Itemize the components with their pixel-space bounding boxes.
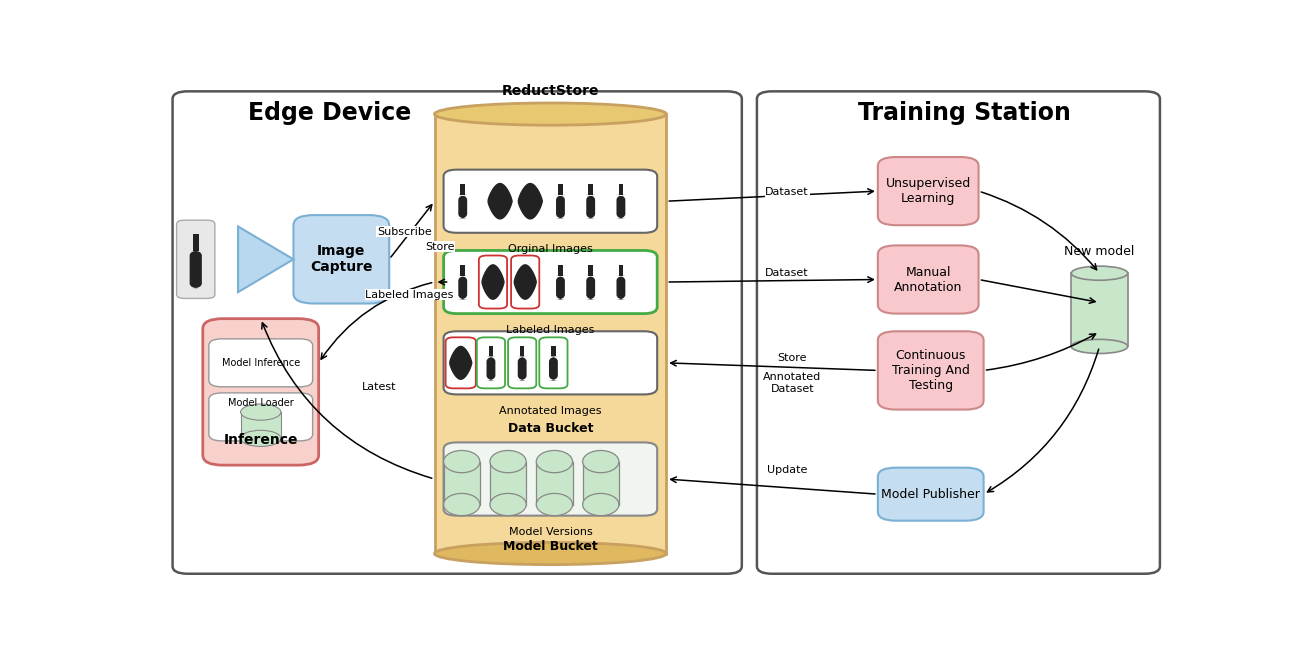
Polygon shape xyxy=(589,265,593,276)
Polygon shape xyxy=(515,265,537,299)
FancyBboxPatch shape xyxy=(190,251,202,289)
Text: Latest: Latest xyxy=(361,382,396,392)
Polygon shape xyxy=(489,346,493,356)
FancyBboxPatch shape xyxy=(458,195,468,219)
Text: Store: Store xyxy=(777,353,807,363)
Ellipse shape xyxy=(490,493,526,516)
Ellipse shape xyxy=(537,493,572,516)
Ellipse shape xyxy=(240,430,281,447)
Text: Model Publisher: Model Publisher xyxy=(881,487,980,501)
Text: Image
Capture: Image Capture xyxy=(311,244,373,274)
Polygon shape xyxy=(520,346,524,356)
FancyBboxPatch shape xyxy=(443,170,658,233)
FancyBboxPatch shape xyxy=(511,255,540,308)
Ellipse shape xyxy=(537,451,572,473)
FancyBboxPatch shape xyxy=(555,195,566,219)
FancyBboxPatch shape xyxy=(458,276,468,300)
FancyBboxPatch shape xyxy=(203,319,318,465)
Polygon shape xyxy=(434,114,666,554)
Ellipse shape xyxy=(1071,266,1127,280)
FancyBboxPatch shape xyxy=(443,251,658,314)
Polygon shape xyxy=(551,346,555,356)
Polygon shape xyxy=(537,462,572,504)
FancyBboxPatch shape xyxy=(757,91,1160,574)
Polygon shape xyxy=(1071,273,1127,346)
FancyBboxPatch shape xyxy=(294,215,389,304)
Text: Model Loader: Model Loader xyxy=(227,398,294,409)
Polygon shape xyxy=(519,184,542,219)
FancyBboxPatch shape xyxy=(878,245,979,314)
Ellipse shape xyxy=(582,451,619,473)
Ellipse shape xyxy=(1071,339,1127,354)
Text: Manual
Annotation: Manual Annotation xyxy=(894,266,962,293)
Text: Orginal Images: Orginal Images xyxy=(508,244,593,254)
Text: Continuous
Training And
Testing: Continuous Training And Testing xyxy=(892,349,970,392)
FancyBboxPatch shape xyxy=(446,337,476,388)
FancyBboxPatch shape xyxy=(540,337,568,388)
Ellipse shape xyxy=(434,543,666,565)
Ellipse shape xyxy=(434,103,666,125)
FancyBboxPatch shape xyxy=(585,195,597,219)
Text: Annotated Images: Annotated Images xyxy=(499,405,602,415)
Text: Dataset: Dataset xyxy=(766,268,809,278)
FancyBboxPatch shape xyxy=(878,157,979,225)
FancyBboxPatch shape xyxy=(585,276,597,300)
FancyBboxPatch shape xyxy=(173,91,742,574)
Text: Unsupervised
Learning: Unsupervised Learning xyxy=(885,177,971,205)
FancyBboxPatch shape xyxy=(478,255,507,308)
Polygon shape xyxy=(240,412,281,438)
Text: Labeled Images: Labeled Images xyxy=(365,290,454,300)
Ellipse shape xyxy=(490,451,526,473)
FancyBboxPatch shape xyxy=(443,442,658,516)
Text: Subscribe: Subscribe xyxy=(377,226,432,237)
Polygon shape xyxy=(460,265,465,276)
FancyBboxPatch shape xyxy=(443,331,658,394)
Text: New model: New model xyxy=(1065,245,1135,258)
Polygon shape xyxy=(238,226,294,292)
FancyBboxPatch shape xyxy=(615,276,627,300)
Polygon shape xyxy=(443,462,480,504)
Polygon shape xyxy=(619,184,623,195)
FancyBboxPatch shape xyxy=(547,356,559,380)
FancyBboxPatch shape xyxy=(878,468,984,521)
FancyBboxPatch shape xyxy=(209,339,312,387)
Polygon shape xyxy=(589,184,593,195)
Polygon shape xyxy=(619,265,623,276)
Text: ReductStore: ReductStore xyxy=(502,84,599,98)
Ellipse shape xyxy=(240,404,281,420)
Text: Dataset: Dataset xyxy=(766,187,809,197)
FancyBboxPatch shape xyxy=(615,195,627,219)
Text: Data Bucket: Data Bucket xyxy=(507,422,593,435)
Text: Labeled Images: Labeled Images xyxy=(506,325,594,335)
FancyBboxPatch shape xyxy=(516,356,528,380)
FancyBboxPatch shape xyxy=(508,337,537,388)
Ellipse shape xyxy=(582,493,619,516)
Polygon shape xyxy=(489,184,512,219)
Polygon shape xyxy=(558,184,563,195)
FancyBboxPatch shape xyxy=(878,331,984,409)
Polygon shape xyxy=(582,462,619,504)
Text: Annotated
Dataset: Annotated Dataset xyxy=(763,372,822,394)
Text: Model Inference: Model Inference xyxy=(221,358,300,368)
FancyBboxPatch shape xyxy=(485,356,497,380)
Text: Model Bucket: Model Bucket xyxy=(503,540,598,553)
Polygon shape xyxy=(192,234,199,251)
FancyBboxPatch shape xyxy=(177,220,214,298)
Polygon shape xyxy=(450,346,472,379)
FancyBboxPatch shape xyxy=(209,393,312,441)
Text: Store: Store xyxy=(425,241,454,252)
Text: Edge Device: Edge Device xyxy=(248,102,411,125)
Text: Inference: Inference xyxy=(224,434,298,447)
Polygon shape xyxy=(460,184,465,195)
Polygon shape xyxy=(490,462,526,504)
Text: Update: Update xyxy=(767,465,807,475)
Text: Training Station: Training Station xyxy=(858,102,1071,125)
Ellipse shape xyxy=(443,493,480,516)
Text: Model Versions: Model Versions xyxy=(508,527,593,537)
Polygon shape xyxy=(558,265,563,276)
Ellipse shape xyxy=(443,451,480,473)
Polygon shape xyxy=(482,265,504,299)
FancyBboxPatch shape xyxy=(477,337,506,388)
FancyBboxPatch shape xyxy=(555,276,566,300)
